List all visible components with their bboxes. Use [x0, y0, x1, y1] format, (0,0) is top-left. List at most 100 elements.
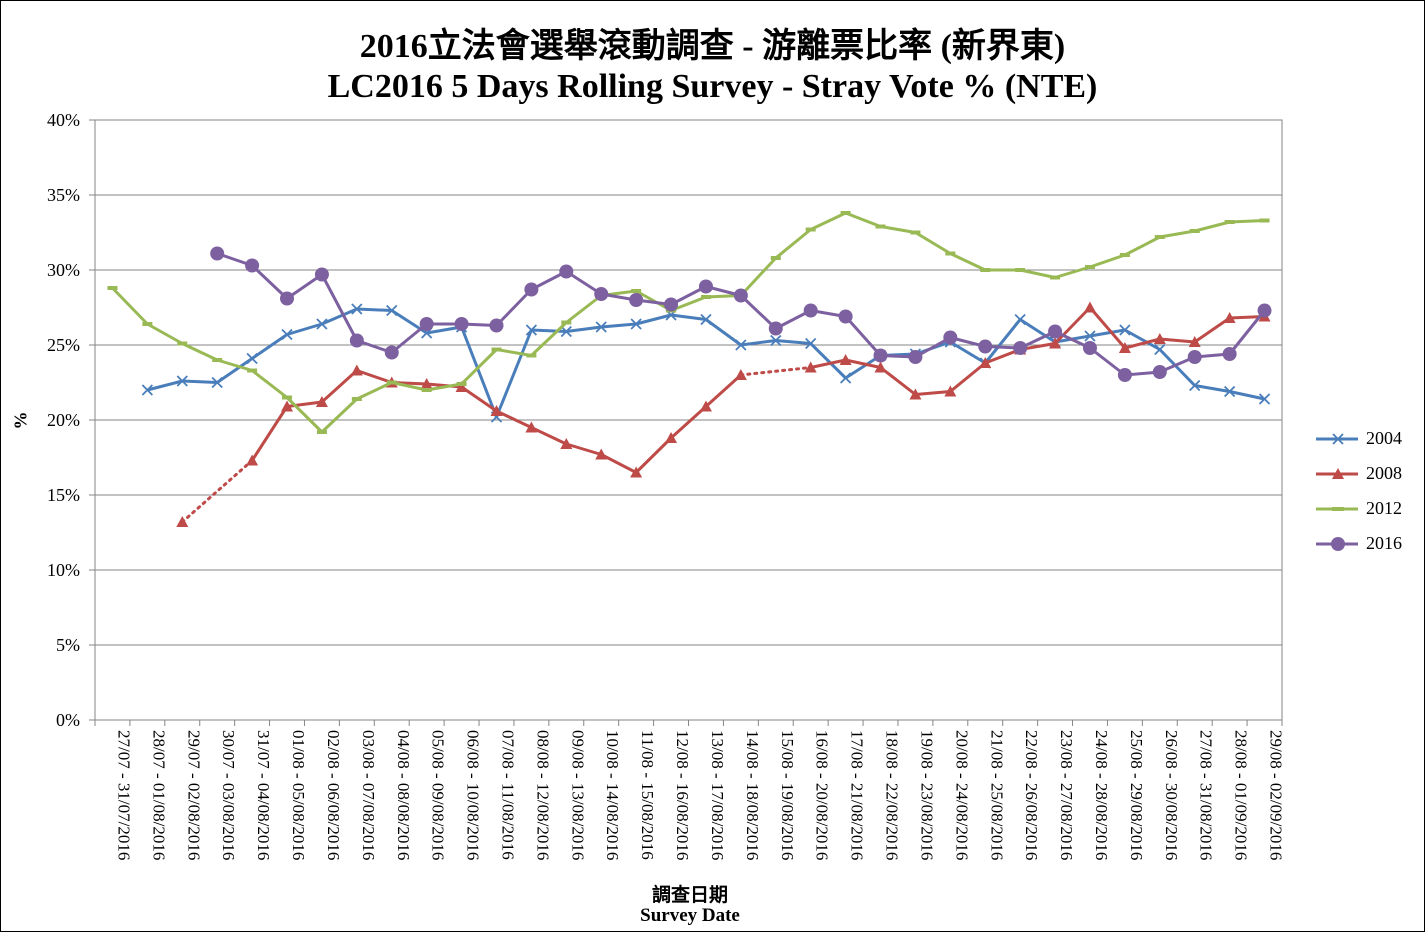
point-2012 — [247, 368, 258, 373]
point-2004 — [1154, 343, 1166, 356]
point-2012 — [561, 320, 572, 325]
chart-title: 2016立法會選舉滾動調查 - 游離票比率 (新界東) — [359, 28, 1066, 65]
point-2004 — [630, 318, 642, 330]
x-tick-label: 15/08 - 19/08/2016 — [778, 730, 797, 860]
point-2004 — [281, 328, 293, 341]
point-2004 — [1014, 313, 1026, 326]
point-2016 — [838, 309, 853, 324]
point-2004 — [735, 339, 747, 351]
point-2004 — [176, 375, 188, 387]
point-2004 — [1223, 385, 1236, 398]
point-2016 — [210, 246, 225, 261]
x-tick-label: 16/08 - 20/08/2016 — [813, 730, 832, 860]
point-2012 — [351, 397, 362, 401]
legend-label-2008: 2008 — [1366, 463, 1402, 483]
series-line-2008 — [250, 369, 742, 474]
x-tick-label: 01/08 - 05/08/2016 — [289, 730, 308, 860]
point-2008 — [176, 516, 189, 527]
y-tick-label: 10% — [47, 560, 80, 580]
x-tick-label: 17/08 - 21/08/2016 — [848, 730, 867, 860]
point-2012 — [1015, 268, 1026, 272]
point-2016 — [698, 279, 713, 294]
point-2012 — [1084, 265, 1095, 269]
point-2012 — [631, 289, 642, 293]
point-2012 — [1119, 253, 1130, 257]
x-tick-label: 06/08 - 10/08/2016 — [464, 730, 483, 860]
legend-swatch-2008 — [1316, 468, 1358, 479]
point-2008 — [1188, 336, 1201, 347]
x-tick-label: 09/08 - 13/08/2016 — [568, 730, 587, 860]
point-2004 — [595, 321, 607, 333]
point-2012 — [526, 353, 537, 358]
x-tick-label: 18/08 - 22/08/2016 — [883, 730, 902, 860]
point-2012 — [1259, 218, 1270, 223]
x-axis-label-zh: 調查日期 — [651, 885, 728, 906]
point-2012 — [491, 347, 502, 352]
y-tick-label: 20% — [47, 410, 80, 430]
legend-item-2012: 2012 — [1312, 498, 1422, 533]
point-2012 — [875, 224, 886, 229]
point-2008 — [699, 400, 712, 412]
point-2008 — [420, 378, 433, 389]
point-2004 — [246, 352, 258, 365]
point-2008 — [595, 448, 608, 460]
point-2012 — [1224, 220, 1235, 224]
point-2016 — [1222, 347, 1237, 361]
series-line-2008 — [810, 306, 1265, 396]
x-tick-label: 29/08 - 02/09/2016 — [1267, 730, 1286, 860]
point-2004 — [700, 313, 712, 326]
x-tick-label: 08/08 - 12/08/2016 — [533, 730, 552, 860]
legend-swatch-2004 — [1316, 433, 1358, 445]
legend-label-2004: 2004 — [1366, 428, 1402, 448]
point-2016 — [594, 287, 609, 301]
point-2008 — [560, 438, 573, 449]
x-tick-label: 23/08 - 27/08/2016 — [1057, 730, 1076, 860]
point-2004 — [1119, 324, 1131, 336]
point-2008 — [1049, 337, 1062, 349]
point-2004 — [1189, 379, 1201, 392]
point-2016 — [768, 321, 783, 336]
y-axis-label: % — [10, 411, 31, 430]
x-tick-label: 28/08 - 01/09/2016 — [1232, 730, 1251, 860]
legend-item-2004: 2004 — [1312, 428, 1422, 463]
y-tick-label: 0% — [56, 710, 80, 730]
x-axis-label: Survey Date — [640, 905, 740, 926]
x-tick-label: 27/07 - 31/07/2016 — [114, 730, 133, 860]
legend-swatch-2012 — [1316, 507, 1358, 511]
point-2012 — [177, 341, 188, 346]
point-2008 — [665, 432, 678, 443]
point-2012 — [770, 256, 781, 260]
point-2008 — [1118, 342, 1131, 353]
point-2008 — [281, 400, 294, 412]
point-2012 — [386, 380, 397, 385]
x-tick-label: 07/08 - 11/08/2016 — [498, 730, 517, 860]
y-tick-label: 15% — [47, 485, 80, 505]
legend-label-2012: 2012 — [1366, 498, 1402, 518]
point-2008 — [944, 385, 957, 397]
y-tick-label: 25% — [47, 335, 80, 355]
legend-item-2016: 2016 — [1312, 533, 1422, 568]
legend: 2004 2008 2012 2016 — [1312, 428, 1422, 568]
point-2016 — [559, 264, 574, 279]
x-tick-label: 04/08 - 08/08/2016 — [394, 730, 413, 860]
point-2012 — [456, 382, 467, 386]
point-2016 — [803, 303, 818, 318]
point-2016 — [978, 339, 993, 354]
point-2004 — [351, 303, 363, 315]
point-2016 — [1117, 368, 1132, 382]
point-2004 — [1258, 393, 1271, 405]
point-2012 — [910, 230, 921, 235]
point-2008 — [734, 369, 747, 380]
point-2008 — [1153, 333, 1166, 344]
point-2016 — [664, 297, 679, 312]
point-2012 — [107, 286, 118, 290]
point-2012 — [980, 268, 991, 272]
point-2012 — [805, 227, 816, 232]
x-tick-label: 24/08 - 28/08/2016 — [1092, 730, 1111, 860]
point-2012 — [700, 295, 711, 299]
x-tick-label: 25/08 - 29/08/2016 — [1127, 730, 1146, 860]
point-2016 — [1187, 350, 1202, 364]
point-2016 — [419, 317, 434, 331]
point-2012 — [1154, 235, 1165, 239]
